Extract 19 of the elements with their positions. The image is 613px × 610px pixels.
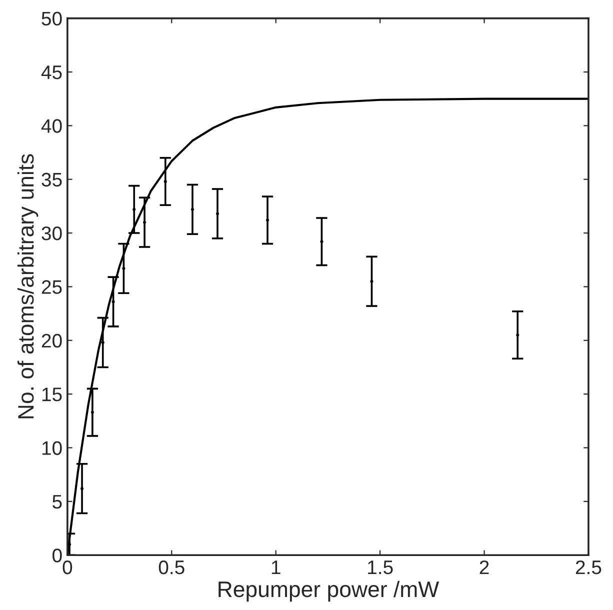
y-tick-label: 5	[52, 495, 62, 509]
x-tick-label: 2.5	[576, 560, 602, 574]
y-tick-label: 0	[52, 548, 62, 562]
y-tick-label: 10	[42, 441, 62, 455]
x-axis-title: Repumper power /mW	[218, 580, 440, 602]
x-tick-label: 1	[272, 560, 280, 574]
x-tick-label: 2	[480, 560, 489, 574]
y-tick-label: 50	[42, 12, 62, 26]
x-tick-label: 0.5	[158, 560, 184, 574]
y-tick-label: 40	[41, 119, 62, 133]
x-tick-label: 0	[62, 560, 72, 574]
x-tick-label: 1.5	[368, 560, 393, 574]
y-axis-title: No. of atoms/arbitrary units	[17, 154, 38, 418]
y-tick-label: 35	[42, 172, 62, 187]
y-tick-label: 25	[42, 280, 62, 294]
y-tick-label: 20	[42, 334, 62, 348]
y-tick-label: 30	[42, 226, 62, 240]
y-tick-label: 45	[41, 66, 62, 80]
y-tick-label: 15	[42, 388, 62, 402]
